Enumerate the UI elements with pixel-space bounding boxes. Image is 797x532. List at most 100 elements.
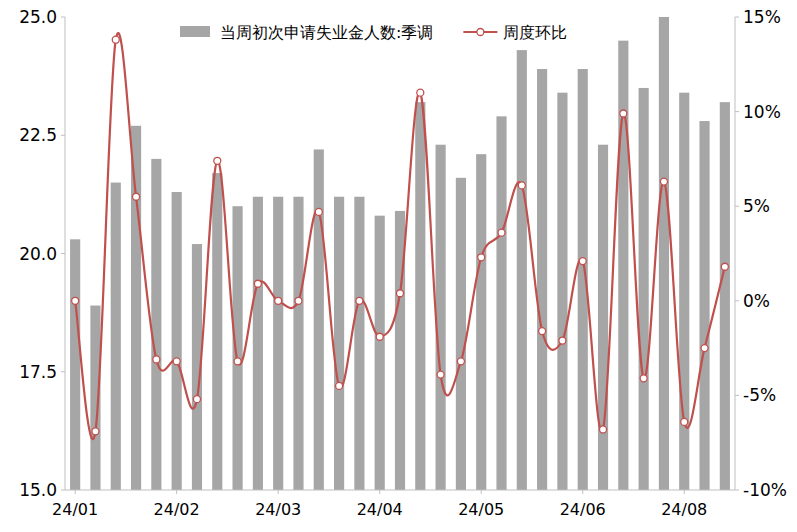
x-tick <box>75 490 76 494</box>
bar <box>70 239 80 490</box>
x-axis <box>65 490 735 491</box>
bar <box>131 126 141 490</box>
y-tick <box>61 253 65 254</box>
bar <box>233 206 243 490</box>
y-tick-label: 15.0 <box>19 480 57 500</box>
y2-axis <box>735 17 736 490</box>
y2-tick-label: 15% <box>743 7 781 27</box>
x-tick-label: 24/08 <box>661 500 707 519</box>
bar <box>720 102 730 490</box>
marker <box>457 358 464 365</box>
legend-label: 当周初次申请失业金人数:季调 <box>220 23 433 42</box>
bar <box>679 93 689 490</box>
x-tick <box>582 490 583 494</box>
marker <box>437 371 444 378</box>
marker <box>254 280 261 287</box>
marker <box>133 193 140 200</box>
marker <box>275 297 282 304</box>
x-tick <box>379 490 380 494</box>
marker <box>193 396 200 403</box>
marker <box>72 297 79 304</box>
marker <box>376 333 383 340</box>
bar <box>537 69 547 490</box>
bar <box>639 88 649 490</box>
bar <box>517 50 527 490</box>
marker <box>234 358 241 365</box>
legend: 当周初次申请失业金人数:季调 周度环比 <box>180 23 567 42</box>
y-tick <box>61 135 65 136</box>
marker <box>518 182 525 189</box>
marker <box>478 254 485 261</box>
y-tick <box>61 371 65 372</box>
x-tick <box>481 490 482 494</box>
legend-marker <box>477 29 484 36</box>
y2-tick <box>735 111 739 112</box>
marker <box>681 418 688 425</box>
marker <box>153 356 160 363</box>
bar <box>699 121 709 490</box>
y2-tick <box>735 300 739 301</box>
y-tick-label: 20.0 <box>19 244 57 264</box>
marker <box>295 297 302 304</box>
bar <box>293 197 303 490</box>
marker <box>397 290 404 297</box>
y2-tick-label: -10% <box>743 480 787 500</box>
bar <box>354 197 364 490</box>
legend-swatch <box>180 26 210 37</box>
marker <box>336 382 343 389</box>
bar <box>253 197 263 490</box>
bar <box>334 197 344 490</box>
marker <box>417 89 424 96</box>
x-tick <box>684 490 685 494</box>
marker <box>539 328 546 335</box>
y2-tick <box>735 17 739 18</box>
marker <box>498 229 505 236</box>
bar <box>212 173 222 490</box>
bar <box>436 145 446 490</box>
marker <box>600 426 607 433</box>
marker <box>701 345 708 352</box>
y-tick-label: 25.0 <box>19 7 57 27</box>
y2-tick-label: -5% <box>743 385 776 405</box>
bar <box>659 17 669 490</box>
marker <box>660 178 667 185</box>
y2-tick-label: 10% <box>743 102 781 122</box>
x-tick-label: 24/06 <box>560 500 606 519</box>
marker <box>173 358 180 365</box>
bar <box>172 192 182 490</box>
bar <box>476 154 486 490</box>
x-tick-label: 24/03 <box>255 500 301 519</box>
bar <box>415 102 425 490</box>
marker <box>92 428 99 435</box>
legend-label: 周度环比 <box>503 23 567 42</box>
marker <box>620 110 627 117</box>
bar <box>314 149 324 490</box>
marker <box>112 36 119 43</box>
y-tick <box>61 17 65 18</box>
bar <box>111 183 121 490</box>
bar <box>151 159 161 490</box>
bar <box>456 178 466 490</box>
marker <box>214 157 221 164</box>
line <box>75 33 725 439</box>
y2-tick <box>735 490 739 491</box>
bar <box>496 116 506 490</box>
x-tick-label: 24/05 <box>458 500 504 519</box>
y-tick-label: 22.5 <box>19 125 57 145</box>
bar <box>557 93 567 490</box>
y-tick <box>61 490 65 491</box>
x-tick-label: 24/01 <box>52 500 98 519</box>
marker <box>721 263 728 270</box>
marker <box>579 258 586 265</box>
chart: 15.017.520.022.525.0-10%-5%0%5%10%15%24/… <box>0 0 797 532</box>
marker <box>559 337 566 344</box>
x-tick <box>176 490 177 494</box>
plot-area <box>70 17 730 490</box>
marker <box>356 297 363 304</box>
y2-tick-label: 5% <box>743 196 770 216</box>
bar <box>598 145 608 490</box>
bar <box>618 41 628 490</box>
x-tick <box>278 490 279 494</box>
bar <box>375 216 385 490</box>
x-tick-label: 24/04 <box>357 500 403 519</box>
